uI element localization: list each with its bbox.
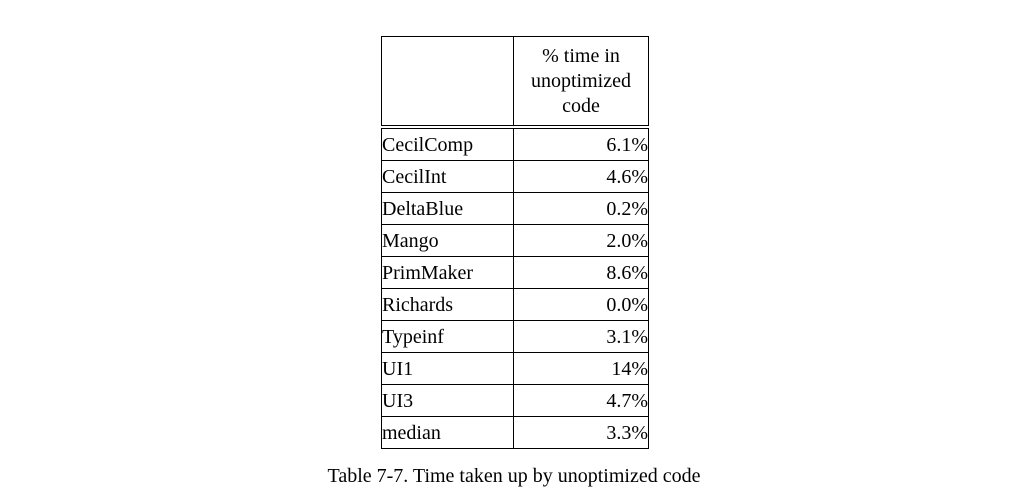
percent-value: 3.3% (513, 416, 649, 449)
unoptimized-code-table: % time in unoptimized code CecilComp 6.1… (381, 36, 649, 449)
header-percent-time: % time in unoptimized code (513, 36, 649, 128)
benchmark-name: CecilComp (381, 125, 514, 161)
benchmark-name: PrimMaker (381, 256, 514, 289)
table-container: % time in unoptimized code CecilComp 6.1… (381, 36, 649, 449)
table-row: PrimMaker 8.6% (381, 256, 649, 289)
table-row: DeltaBlue 0.2% (381, 192, 649, 225)
benchmark-name: DeltaBlue (381, 192, 514, 225)
table-header-row: % time in unoptimized code (381, 36, 649, 128)
table-row: UI1 14% (381, 352, 649, 385)
benchmark-name: CecilInt (381, 160, 514, 193)
percent-value: 8.6% (513, 256, 649, 289)
benchmark-name: UI1 (381, 352, 514, 385)
table-row: Mango 2.0% (381, 224, 649, 257)
table-row: CecilComp 6.1% (381, 125, 649, 161)
percent-value: 3.1% (513, 320, 649, 353)
table-row: Typeinf 3.1% (381, 320, 649, 353)
percent-value: 4.6% (513, 160, 649, 193)
header-blank-cell (381, 36, 514, 128)
table-row: Richards 0.0% (381, 288, 649, 321)
header-line-3: code (562, 94, 600, 117)
percent-value: 0.2% (513, 192, 649, 225)
table-row: UI3 4.7% (381, 384, 649, 417)
percent-value: 6.1% (513, 125, 649, 161)
percent-value: 4.7% (513, 384, 649, 417)
table-row: CecilInt 4.6% (381, 160, 649, 193)
benchmark-name: Richards (381, 288, 514, 321)
table-row-median: median 3.3% (381, 416, 649, 449)
percent-value: 2.0% (513, 224, 649, 257)
benchmark-name: Typeinf (381, 320, 514, 353)
percent-value: 14% (513, 352, 649, 385)
table-caption: Table 7-7. Time taken up by unoptimized … (327, 465, 701, 487)
header-line-2: unoptimized (531, 69, 631, 92)
header-line-1: % time in (542, 44, 620, 67)
benchmark-name: UI3 (381, 384, 514, 417)
benchmark-name: Mango (381, 224, 514, 257)
benchmark-name: median (381, 416, 514, 449)
percent-value: 0.0% (513, 288, 649, 321)
